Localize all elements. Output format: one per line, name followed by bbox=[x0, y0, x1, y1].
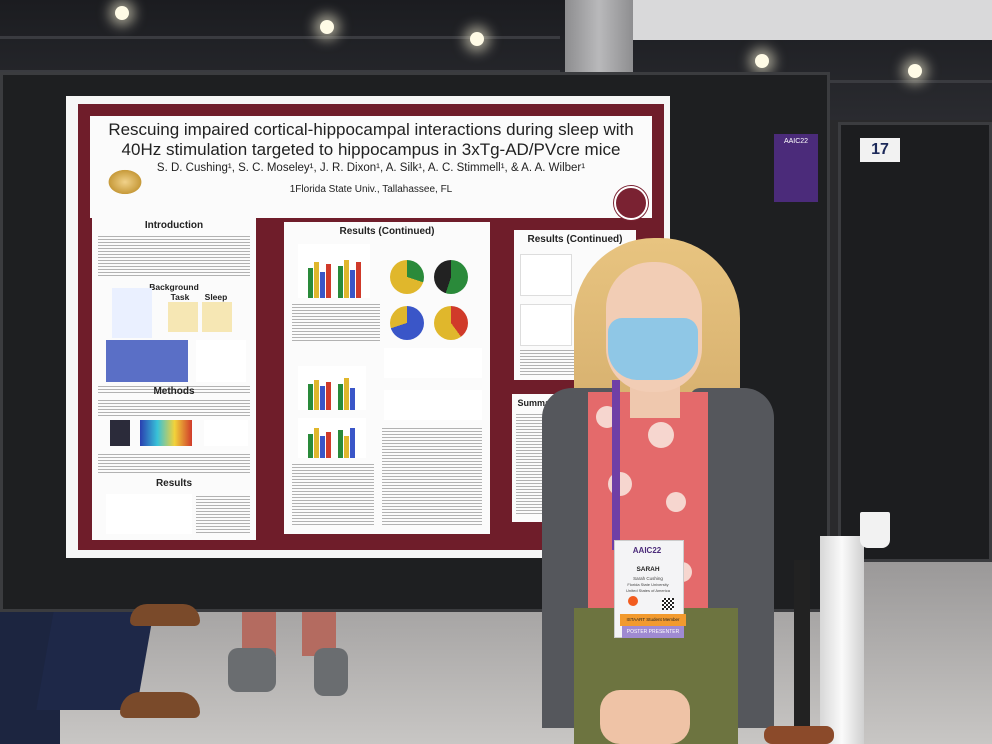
poster-title-box bbox=[90, 116, 652, 218]
presenter-hands bbox=[600, 690, 690, 744]
badge-country: United States of America bbox=[625, 588, 671, 593]
data-table bbox=[106, 340, 188, 382]
pie-chart bbox=[390, 260, 424, 294]
bar-chart bbox=[298, 366, 366, 410]
hall-wall bbox=[633, 0, 992, 40]
board-number: 17 bbox=[860, 138, 900, 162]
label-sleep: Sleep bbox=[204, 292, 228, 302]
text-block bbox=[196, 494, 250, 534]
attendee-sneaker bbox=[228, 648, 276, 692]
bar-chart bbox=[196, 340, 246, 382]
adjacent-poster-board bbox=[838, 122, 992, 562]
bar-chart bbox=[298, 418, 366, 458]
university-seal bbox=[614, 186, 648, 220]
section-introduction: Introduction bbox=[144, 220, 204, 231]
lab-logo bbox=[106, 168, 144, 196]
paper-cup bbox=[860, 512, 890, 548]
section-summary: Summary bbox=[517, 398, 559, 408]
spectrogram bbox=[140, 420, 192, 446]
ceiling-light bbox=[115, 6, 129, 20]
diagram bbox=[168, 302, 198, 332]
section-methods: Methods bbox=[153, 386, 195, 397]
section-background: Background bbox=[149, 282, 199, 292]
text-block bbox=[292, 462, 374, 526]
face-mask bbox=[608, 318, 698, 380]
text-block bbox=[382, 426, 482, 526]
bar-chart bbox=[298, 244, 370, 298]
section-results-continued: Results (Continued) bbox=[339, 226, 435, 237]
text-block bbox=[98, 234, 250, 278]
pie-chart bbox=[434, 306, 468, 340]
diagram bbox=[202, 302, 232, 332]
pie-chart bbox=[390, 306, 424, 340]
diagram bbox=[112, 288, 152, 338]
badge-institution: Florida State University bbox=[627, 582, 669, 587]
line-chart bbox=[106, 494, 192, 534]
text-block bbox=[98, 398, 250, 416]
badge-presenter-ribbon: POSTER PRESENTER bbox=[622, 626, 684, 638]
text-block bbox=[292, 302, 380, 342]
waveform-chart bbox=[384, 348, 482, 378]
conference-sticker: AAIC22 bbox=[774, 134, 818, 202]
ceiling-beam bbox=[0, 36, 560, 39]
badge-dot bbox=[628, 596, 638, 606]
ceiling-light bbox=[320, 20, 334, 34]
attendee-sneaker bbox=[314, 648, 348, 696]
label-task: Task bbox=[170, 292, 190, 302]
text-block bbox=[98, 384, 250, 394]
photo bbox=[110, 420, 130, 446]
ceiling-light bbox=[470, 32, 484, 46]
pie-chart bbox=[434, 260, 468, 294]
badge-qr-code bbox=[662, 598, 674, 610]
ceiling-light bbox=[755, 54, 769, 68]
waveform-chart bbox=[384, 390, 482, 420]
poster-affiliation: 1Florida State Univ., Tallahassee, FL bbox=[289, 184, 453, 195]
scatter-plot bbox=[520, 304, 572, 346]
badge-name: SARAH bbox=[636, 566, 660, 573]
badge-conference-logo: AAIC22 bbox=[632, 546, 662, 555]
section-results: Results bbox=[155, 478, 193, 489]
badge-member-strip: ISTAART Student Member bbox=[620, 614, 686, 626]
poster-tube bbox=[820, 536, 864, 744]
section-results-continued: Results (Continued) bbox=[527, 234, 623, 245]
ceiling-beam bbox=[0, 70, 560, 73]
lanyard bbox=[612, 380, 620, 550]
board-pole bbox=[794, 560, 810, 744]
text-block bbox=[98, 452, 250, 474]
attendee-shoe bbox=[130, 604, 200, 626]
line-chart bbox=[204, 420, 248, 446]
bag bbox=[764, 726, 834, 744]
poster-title: Rescuing impaired cortical-hippocampal i… bbox=[108, 120, 634, 159]
poster-authors: S. D. Cushing¹, S. C. Moseley¹, J. R. Di… bbox=[156, 162, 586, 174]
ceiling-light bbox=[908, 64, 922, 78]
attendee-shoe bbox=[120, 692, 200, 718]
badge-full-name: Sarah Cushing bbox=[633, 576, 663, 581]
scatter-plot bbox=[520, 254, 572, 296]
